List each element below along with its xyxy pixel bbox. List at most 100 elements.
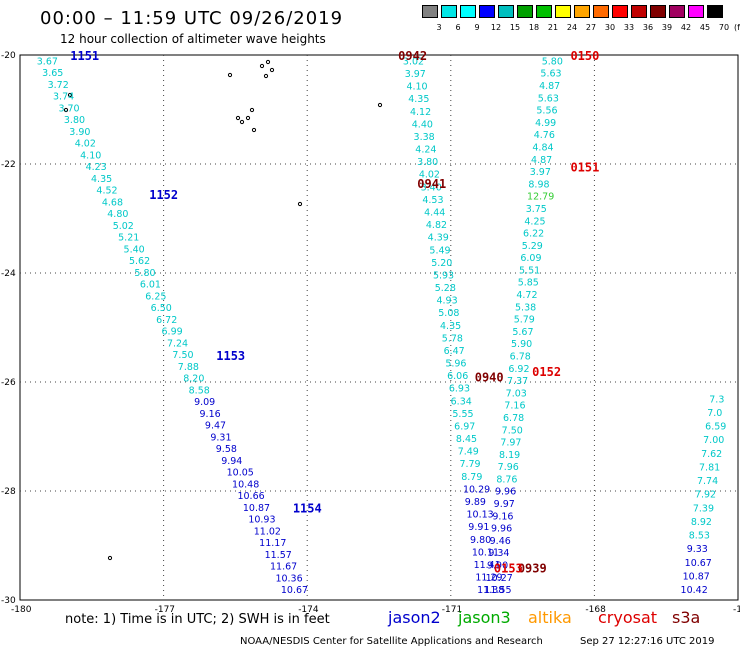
swh-value-label: 4.80: [107, 209, 128, 220]
swh-value-label: 8.98: [528, 179, 549, 190]
y-tick-label: -22: [1, 160, 16, 170]
swh-value-label: 10.87: [683, 571, 710, 582]
y-tick-label: -28: [1, 487, 16, 497]
swh-value-label: 9.97: [494, 499, 515, 510]
colorbar-label: 45: [699, 23, 711, 32]
colorbar-label: 39: [661, 23, 673, 32]
swh-value-label: 6.47: [444, 346, 465, 357]
swh-value-label: 11.57: [265, 550, 292, 561]
colorbar-label: 3: [436, 23, 442, 32]
swh-value-label: 11.67: [270, 562, 297, 573]
colorbar-label: 27: [585, 23, 597, 32]
swh-value-label: 3.65: [42, 68, 63, 79]
page-subtitle: 12 hour collection of altimeter wave hei…: [60, 32, 326, 46]
swh-value-label: 9.89: [465, 497, 486, 508]
island: [227, 72, 233, 78]
colorbar-label: 6: [455, 23, 461, 32]
colorbar-swatch: [612, 5, 628, 18]
swh-value-label: 6.34: [451, 396, 472, 407]
swh-value-label: 3.90: [69, 127, 90, 138]
swh-value-label: 6.09: [520, 253, 541, 264]
pass-time-label: 0151: [570, 161, 599, 175]
footer-note: note: 1) Time is in UTC; 2) SWH is in fe…: [65, 612, 330, 627]
island: [377, 102, 383, 108]
island: [107, 555, 113, 561]
pass-time-labels: 1151 1152 1153 1154 0942 0941 0940 0939 0150 0151…: [70, 49, 599, 575]
swh-value-label: 10.66: [237, 491, 264, 502]
colorbar-swatch: [517, 5, 533, 18]
swh-value-label: 10.93: [248, 515, 275, 526]
swh-value-label: 4.72: [516, 290, 537, 301]
swh-value-label: 9.91: [468, 522, 489, 533]
colorbar-label: 15: [509, 23, 521, 32]
swh-value-label: 5.67: [512, 327, 533, 338]
pass-time-label: 0150: [570, 49, 599, 63]
pass-time-label: 0940: [475, 371, 504, 385]
pass-time-label: 1152: [149, 188, 178, 202]
swh-value-label: 9.96: [491, 524, 512, 535]
satellite-legend-altika: altika: [528, 608, 572, 627]
swh-value-label: 4.84: [532, 143, 553, 154]
swh-value-label: 5.51: [519, 265, 540, 276]
swh-value-label: 9.46: [490, 536, 511, 547]
x-tick-label: -180: [11, 605, 32, 615]
island: [263, 73, 269, 79]
island: [265, 59, 271, 65]
x-tick-label: -174: [298, 605, 319, 615]
swh-value-label: 5.55: [452, 409, 473, 420]
colorbar-swatch: [574, 5, 590, 18]
swh-value-label: 6.78: [510, 352, 531, 363]
swh-value-label: 4.39: [428, 233, 449, 244]
island: [67, 92, 73, 98]
pass-time-label: 1153: [216, 349, 245, 363]
colorbar-label: 9: [474, 23, 480, 32]
swh-value-label: 7.24: [167, 338, 188, 349]
swh-value-label: 10.05: [227, 468, 254, 479]
island: [297, 201, 303, 207]
swh-value-label: 10.36: [275, 573, 302, 584]
colorbar-swatch: [593, 5, 609, 18]
swh-value-label: 6.99: [162, 327, 183, 338]
island: [251, 127, 257, 133]
swh-value-label: 5.93: [433, 270, 454, 281]
swh-value-label: 6.50: [151, 303, 172, 314]
swh-value-label: 11.55: [484, 585, 511, 596]
swh-value-label: 11.17: [259, 538, 286, 549]
swh-value-label: 5.02: [113, 221, 134, 232]
swh-value-label: 4.99: [535, 118, 556, 129]
swh-value-label: 10.87: [243, 503, 270, 514]
swh-value-label: 4.35: [440, 321, 461, 332]
page-title: 00:00 – 11:59 UTC 09/26/2019: [40, 8, 344, 29]
plot-frame: [19, 54, 739, 601]
island: [235, 115, 241, 121]
swh-value-label: 9.16: [492, 511, 513, 522]
swh-value-label: 4.52: [96, 186, 117, 197]
swh-value-label: 8.53: [689, 531, 710, 542]
swh-value-label: 7.00: [703, 435, 724, 446]
swh-value-label: 3.38: [414, 132, 435, 143]
colorbar-label: 42: [680, 23, 692, 32]
swh-value-label: 7.88: [178, 362, 199, 373]
swh-value-label: 4.76: [534, 130, 555, 141]
swh-value-label: 3.80: [64, 115, 85, 126]
swh-value-label: 10.67: [685, 558, 712, 569]
swh-value-label: 10.67: [281, 585, 308, 596]
island: [259, 63, 265, 69]
swh-value-label: 6.92: [508, 364, 529, 375]
swh-value-label: 5.96: [445, 359, 466, 370]
swh-value-label: 8.92: [691, 517, 712, 528]
satellite-legend-cryosat: cryosat: [598, 608, 658, 627]
swh-value-label: 3.40: [421, 182, 442, 193]
colorbar-label: 21: [547, 23, 559, 32]
pass-time-label: 0942: [398, 49, 427, 63]
swh-value-label: 9.47: [205, 421, 226, 432]
colorbar-label: 18: [528, 23, 540, 32]
swh-value-label: 3.97: [530, 167, 551, 178]
swh-value-label: 7.50: [502, 425, 523, 436]
swh-value-label: 5.63: [538, 93, 559, 104]
swh-value-label: 8.76: [496, 474, 517, 485]
x-tick-label: -168: [585, 605, 606, 615]
swh-value-label: 7.50: [172, 350, 193, 361]
swh-value-label: 4.02: [75, 139, 96, 150]
swh-value-label: 9.16: [200, 409, 221, 420]
